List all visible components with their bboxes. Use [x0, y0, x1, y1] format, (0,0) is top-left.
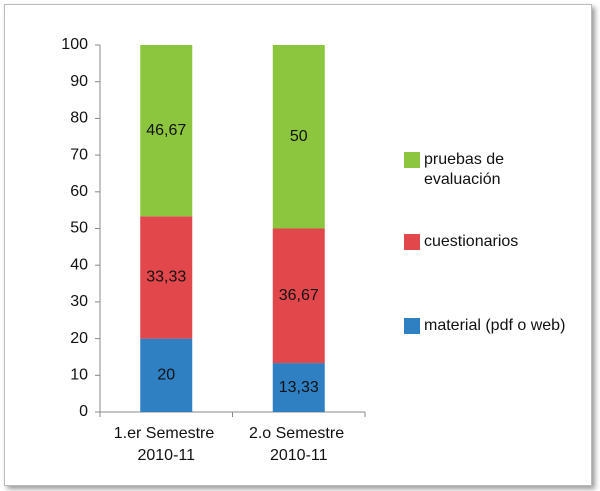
x-tick-label-line: 2010-11: [137, 447, 195, 464]
legend-label: pruebas de evaluación: [424, 151, 505, 188]
y-tick-label: 70: [70, 146, 88, 163]
y-tick-label: 80: [70, 110, 88, 127]
y-tick-label: 100: [61, 36, 88, 53]
y-tick-label: 40: [70, 256, 88, 273]
value-label: 13,33: [279, 379, 319, 396]
x-tick-label: 2.o Semestre 2010-11: [249, 425, 349, 464]
y-tick-label: 20: [70, 330, 88, 347]
value-label: 36,67: [279, 287, 319, 304]
legend-swatch: [404, 234, 420, 250]
y-tick-label: 60: [70, 183, 88, 200]
bar-segment: [140, 216, 193, 339]
y-tick-label: 50: [70, 220, 88, 237]
bar-segment: [140, 45, 193, 217]
bar-segment: [140, 338, 193, 412]
x-tick-label-line: 2010-11: [270, 447, 328, 464]
value-label: 50: [290, 128, 308, 145]
x-tick-label-line: 2.o Semestre: [249, 425, 349, 442]
bar-segment: [272, 45, 325, 229]
bar-segment: [272, 228, 325, 364]
x-tick-label-line: 1.er Semestre: [114, 425, 219, 442]
legend-item: cuestionarios: [404, 232, 549, 252]
y-tick-label: 30: [70, 293, 88, 310]
y-tick-label: 10: [70, 367, 88, 384]
value-label: 33,33: [146, 269, 186, 286]
x-tick-label: 1.er Semestre 2010-11: [114, 425, 219, 464]
legend-label: material (pdf o web): [424, 317, 566, 334]
legend-swatch: [404, 318, 420, 334]
legend-item: material (pdf o web): [404, 316, 600, 336]
legend-item: pruebas de evaluación: [404, 150, 549, 190]
value-label: 46,67: [146, 122, 186, 139]
bar-segment: [272, 363, 325, 412]
legend-label: cuestionarios: [424, 233, 519, 250]
y-tick-label: 90: [70, 73, 88, 90]
y-tick-label: 0: [79, 403, 88, 420]
legend-swatch: [404, 152, 420, 168]
value-label: 20: [157, 367, 175, 384]
